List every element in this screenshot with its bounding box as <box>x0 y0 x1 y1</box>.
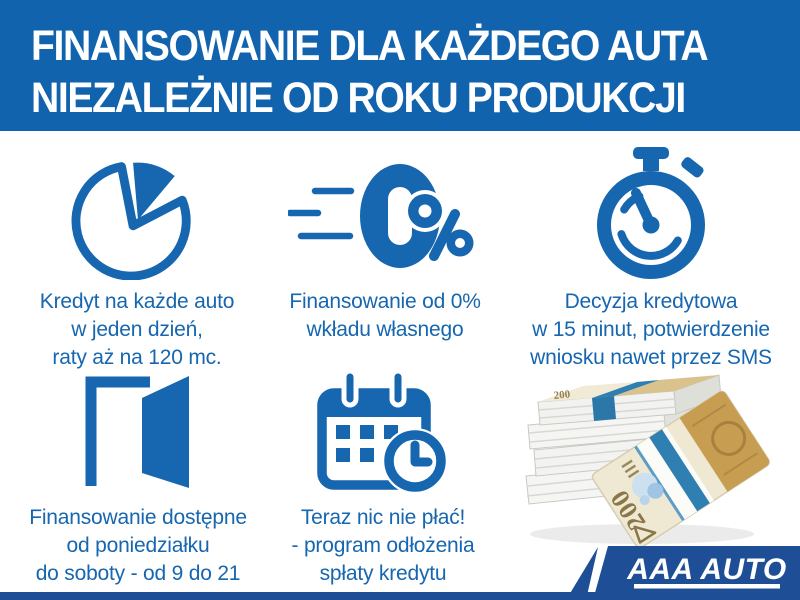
open-door-icon <box>10 364 266 500</box>
feature-availability-text: Finansowanie dostępne od poniedziałku do… <box>10 504 266 588</box>
feature-zero-percent: Finansowanie od 0% wkładu własnego <box>262 144 508 344</box>
feature-availability: Finansowanie dostępne od poniedziałku do… <box>10 364 266 588</box>
stopwatch-icon <box>514 144 788 284</box>
caption-line: do soboty - od 9 do 21 <box>35 562 241 585</box>
feature-credit-text: Kredyt na każde auto w jeden dzień, raty… <box>8 288 266 372</box>
feature-deferral: Teraz nic nie płać! - program odłożenia … <box>258 364 508 588</box>
aaa-auto-logo: AAA AUTO <box>560 546 800 600</box>
caption-line: wkładu własnego <box>306 318 464 341</box>
logo-text: AAA AUTO <box>626 553 787 586</box>
header-line-1: FINANSOWANIE DLA KAŻDEGO AUTA <box>31 22 709 70</box>
caption-line: - program odłożenia <box>291 534 475 557</box>
feature-credit: Kredyt na każde auto w jeden dzień, raty… <box>8 144 266 372</box>
caption-line: w 15 minut, potwierdzenie <box>532 318 770 341</box>
feature-decision-text: Decyzja kredytowa w 15 minut, potwierdze… <box>514 288 788 372</box>
caption-line: spłaty kredytu <box>319 562 447 585</box>
header-banner: FINANSOWANIE DLA KAŻDEGO AUTA NIEZALEŻNI… <box>0 0 800 131</box>
pie-chart-icon <box>8 144 266 284</box>
money-stacks-image: 200 200 <box>512 358 797 550</box>
caption-line: Finansowanie dostępne <box>29 506 247 529</box>
zero-percent-icon <box>262 144 508 284</box>
caption-line: od poniedziałku <box>66 534 210 557</box>
caption-line: Kredyt na każde auto <box>39 290 235 313</box>
bottom-stripe <box>0 592 800 600</box>
caption-line: w jeden dzień, <box>71 318 203 341</box>
caption-line: raty aż na 120 mc. <box>52 346 222 369</box>
calendar-clock-icon <box>258 364 508 500</box>
caption-line: Teraz nic nie płać! <box>300 506 466 529</box>
header-line-2: NIEZALEŻNIE OD ROKU PRODUKCJI <box>31 74 686 122</box>
caption-line: Finansowanie od 0% <box>289 290 481 313</box>
banknote-value-top: 200 <box>553 388 571 402</box>
feature-deferral-text: Teraz nic nie płać! - program odłożenia … <box>258 504 508 588</box>
caption-line: wniosku nawet przez SMS <box>530 346 772 369</box>
feature-decision: Decyzja kredytowa w 15 minut, potwierdze… <box>514 144 788 372</box>
caption-line: Decyzja kredytowa <box>564 290 738 313</box>
feature-zero-percent-text: Finansowanie od 0% wkładu własnego <box>262 288 508 344</box>
